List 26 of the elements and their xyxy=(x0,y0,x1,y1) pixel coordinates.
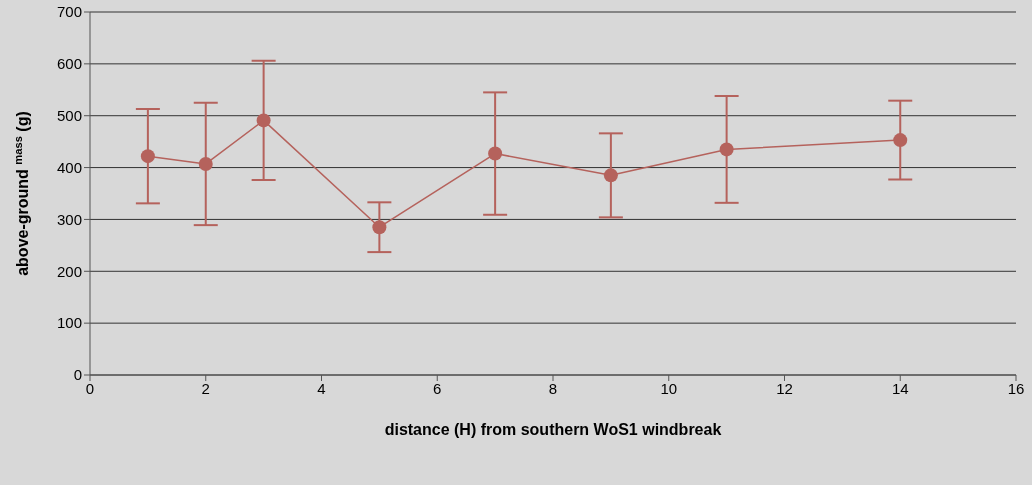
y-tick-label: 0 xyxy=(73,366,82,384)
point xyxy=(372,220,387,235)
y-tick-label: 600 xyxy=(56,55,82,73)
point xyxy=(140,149,155,164)
y-tick-label: 700 xyxy=(56,3,82,21)
y-tick-label: 400 xyxy=(56,158,82,176)
point xyxy=(603,168,618,183)
x-tick-label: 4 xyxy=(317,379,326,397)
point xyxy=(256,113,271,128)
y-tick-label: 200 xyxy=(56,262,82,280)
point xyxy=(198,156,213,171)
x-tick-label: 10 xyxy=(660,379,678,397)
x-tick-label: 6 xyxy=(433,379,442,397)
x-tick-label: 12 xyxy=(776,379,793,397)
point xyxy=(488,146,503,161)
y-tick-label: 500 xyxy=(56,107,82,125)
x-tick-label: 14 xyxy=(891,379,909,397)
x-tick-label: 0 xyxy=(85,379,95,397)
point xyxy=(719,142,734,157)
x-tick-label: 2 xyxy=(201,379,210,397)
y-tick-label: 100 xyxy=(56,314,82,332)
x-axis-title: distance (H) from southern WoS1 windbreak xyxy=(384,421,722,438)
point xyxy=(893,133,908,148)
x-tick-label: 8 xyxy=(548,379,558,397)
x-tick-label: 16 xyxy=(1007,379,1025,397)
y-tick-label: 300 xyxy=(56,210,82,228)
